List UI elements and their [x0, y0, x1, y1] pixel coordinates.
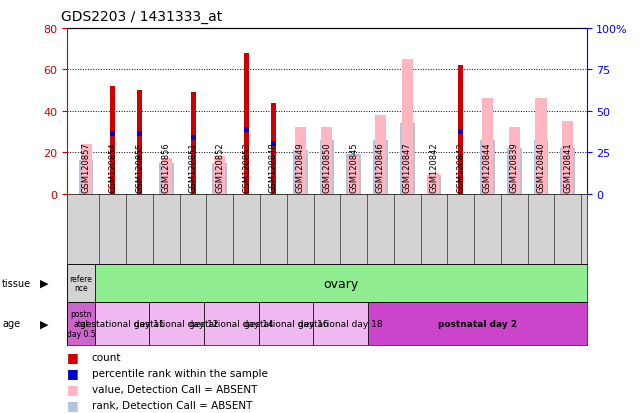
- Text: rank, Detection Call = ABSENT: rank, Detection Call = ABSENT: [92, 400, 252, 410]
- Bar: [149, 302, 204, 345]
- Text: GDS2203 / 1431333_at: GDS2203 / 1431333_at: [61, 10, 222, 24]
- Text: refere
nce: refere nce: [69, 274, 92, 293]
- Bar: [480, 140, 495, 194]
- Bar: [400, 124, 415, 194]
- Bar: [348, 157, 359, 194]
- Text: percentile rank within the sample: percentile rank within the sample: [92, 368, 267, 378]
- Bar: [213, 163, 227, 194]
- Bar: [458, 66, 463, 194]
- Text: gestational day 14: gestational day 14: [189, 319, 274, 328]
- Bar: [271, 142, 276, 147]
- Text: ■: ■: [67, 366, 79, 380]
- Bar: [562, 122, 573, 194]
- Bar: [271, 103, 276, 194]
- Bar: [244, 54, 249, 194]
- Bar: [190, 136, 196, 141]
- Bar: [110, 87, 115, 194]
- Bar: [258, 302, 313, 345]
- Text: value, Detection Call = ABSENT: value, Detection Call = ABSENT: [92, 384, 257, 394]
- Text: gestational day 11: gestational day 11: [79, 319, 164, 328]
- Bar: [509, 128, 520, 194]
- Bar: [137, 91, 142, 194]
- Text: tissue: tissue: [2, 278, 31, 288]
- Bar: [427, 176, 441, 194]
- Bar: [368, 302, 587, 345]
- Text: ■: ■: [67, 382, 79, 396]
- Bar: [190, 93, 196, 194]
- Bar: [159, 163, 174, 194]
- Text: ▶: ▶: [40, 318, 49, 329]
- Bar: [402, 60, 413, 194]
- Bar: [346, 155, 361, 194]
- Text: gestational day 18: gestational day 18: [298, 319, 383, 328]
- Bar: [373, 140, 388, 194]
- Text: ovary: ovary: [323, 277, 358, 290]
- Bar: [458, 130, 463, 135]
- Bar: [244, 128, 249, 133]
- Bar: [320, 140, 334, 194]
- Text: age: age: [2, 318, 20, 329]
- Bar: [137, 132, 142, 137]
- Bar: [535, 99, 547, 194]
- Bar: [95, 302, 149, 345]
- Bar: [560, 149, 575, 194]
- Text: ■: ■: [67, 351, 79, 363]
- Bar: [313, 302, 368, 345]
- Bar: [110, 132, 115, 137]
- Bar: [79, 161, 94, 194]
- Bar: [293, 151, 308, 194]
- Bar: [161, 159, 172, 194]
- Bar: [295, 128, 306, 194]
- Bar: [375, 116, 386, 194]
- Bar: [507, 149, 522, 194]
- Text: gestational day 12: gestational day 12: [135, 319, 219, 328]
- Bar: [482, 99, 493, 194]
- Bar: [534, 140, 549, 194]
- Text: ■: ■: [67, 399, 79, 411]
- Text: postnatal day 2: postnatal day 2: [438, 319, 517, 328]
- Text: ▶: ▶: [40, 278, 49, 288]
- Bar: [214, 157, 226, 194]
- Bar: [81, 145, 92, 194]
- Bar: [204, 302, 258, 345]
- Text: count: count: [92, 352, 121, 362]
- Text: gestational day 16: gestational day 16: [244, 319, 328, 328]
- Bar: [428, 173, 440, 194]
- Bar: [67, 302, 95, 345]
- Bar: [67, 264, 95, 302]
- Bar: [321, 128, 333, 194]
- Text: postn
atal
day 0.5: postn atal day 0.5: [67, 309, 96, 338]
